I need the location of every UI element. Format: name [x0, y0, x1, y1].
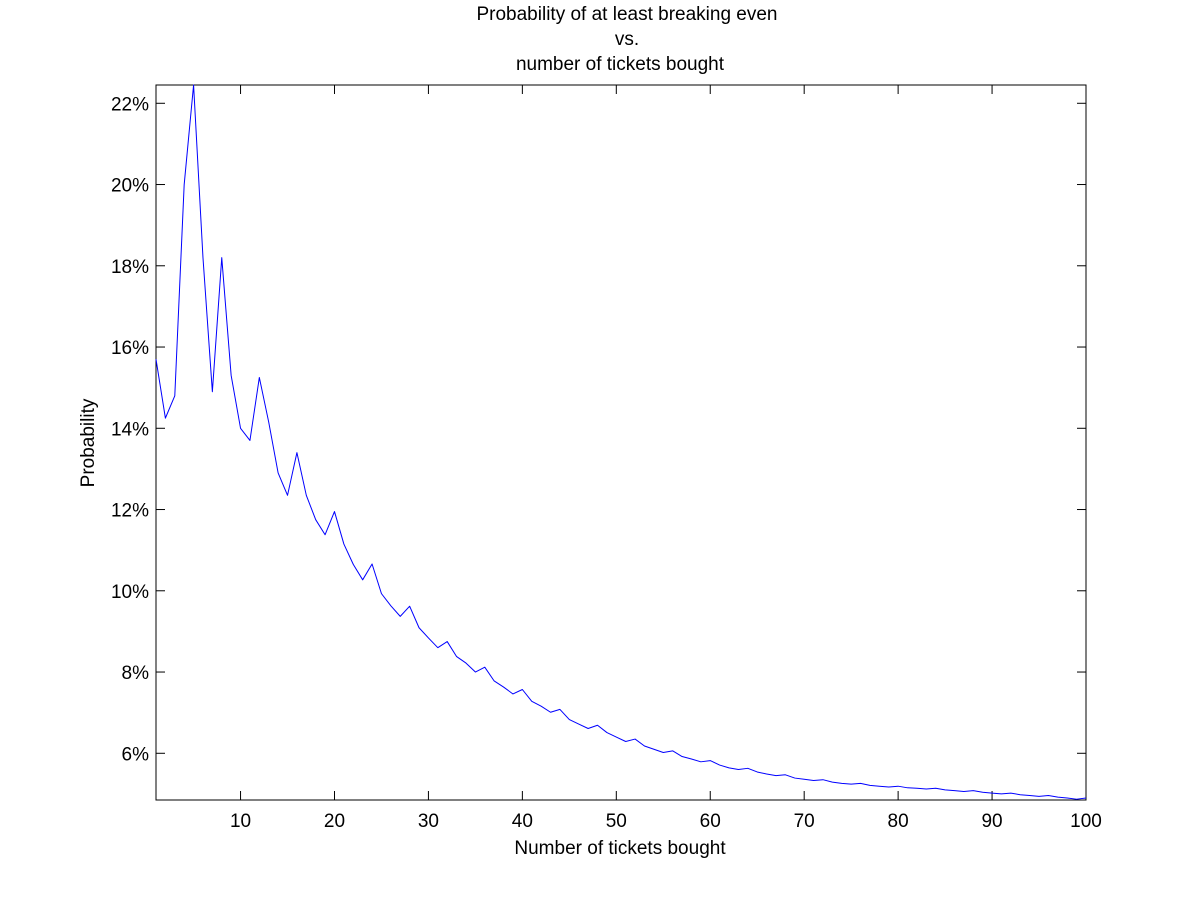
x-tick-label: 90	[981, 811, 1002, 832]
y-tick-label: 14%	[111, 419, 149, 440]
x-tick-label: 100	[1070, 811, 1102, 832]
plot-frame	[155, 84, 1087, 801]
x-tick-label: 80	[888, 811, 909, 832]
y-tick-label: 16%	[111, 338, 149, 359]
x-tick-label: 60	[700, 811, 721, 832]
y-tick-label: 20%	[111, 176, 149, 197]
x-tick-label: 40	[512, 811, 533, 832]
x-axis-label: Number of tickets bought	[514, 838, 726, 859]
y-axis-ticks: 6% 8% 10% 12% 14% 16% 18% 20% 22%	[111, 94, 1086, 765]
series-line	[155, 84, 1087, 800]
y-tick-label: 10%	[111, 582, 149, 603]
x-axis-ticks: 10 20 30 40 50 60 70 80 90 100	[230, 85, 1102, 832]
y-tick-label: 6%	[122, 744, 150, 765]
y-tick-label: 8%	[122, 663, 150, 684]
y-axis-label: Probability	[78, 398, 99, 487]
x-tick-label: 50	[606, 811, 627, 832]
y-tick-label: 12%	[111, 501, 149, 522]
chart-title-line-1: Probability of at least breaking even	[476, 4, 777, 25]
x-tick-label: 30	[418, 811, 439, 832]
series-layer	[155, 84, 1087, 800]
y-tick-label: 22%	[111, 94, 149, 115]
chart-title-line-2: vs.	[615, 29, 639, 50]
x-tick-label: 70	[794, 811, 815, 832]
plot-area: 10 20 30 40 50 60 70 80 90 100 6% 8% 10% 12% 14% 16% 18…	[111, 84, 1102, 832]
x-tick-label: 10	[230, 811, 251, 832]
y-tick-label: 18%	[111, 257, 149, 278]
x-tick-label: 20	[324, 811, 345, 832]
chart-title-line-3: number of tickets bought	[516, 54, 725, 75]
